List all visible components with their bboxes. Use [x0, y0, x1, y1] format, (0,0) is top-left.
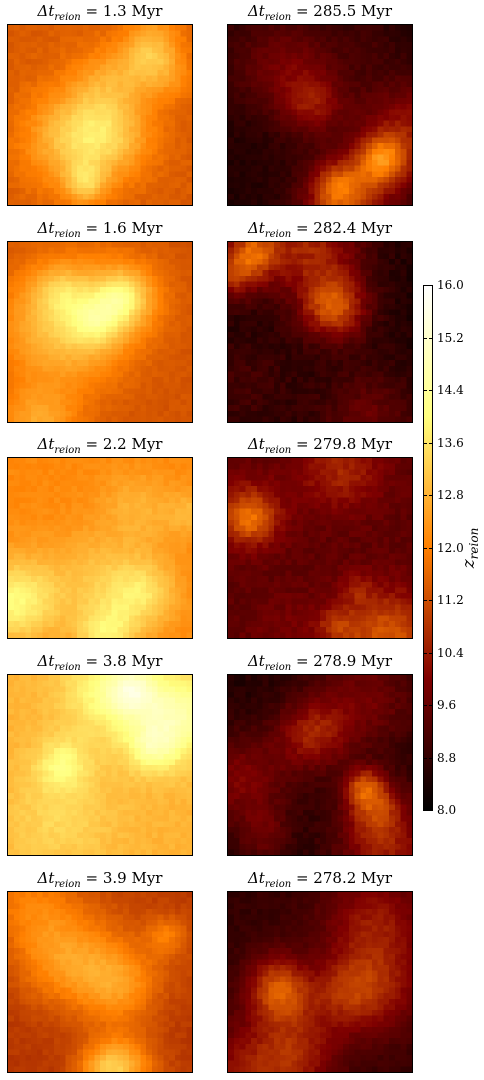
colorbar-tick-mark [429, 757, 433, 759]
colorbar-tick-label: 8.8 [437, 750, 457, 765]
heatmap [7, 457, 193, 639]
colorbar-tick-mark [423, 757, 427, 759]
colorbar-tick-mark [429, 442, 433, 444]
panel-title: Δtreion = 3.9 Myr [37, 869, 163, 890]
colorbar-tick-label: 16.0 [437, 278, 464, 292]
colorbar-tick-mark [429, 705, 433, 706]
colorbar-tick-mark [423, 705, 427, 706]
panel-title: Δtreion = 282.4 Myr [247, 219, 393, 240]
colorbar-tick-label: 9.6 [437, 698, 457, 712]
colorbar-tick-mark [429, 810, 433, 811]
panel-title: Δtreion = 1.3 Myr [37, 2, 163, 23]
colorbar-tick-mark [429, 600, 433, 601]
heatmap [227, 891, 413, 1073]
panel-title: Δtreion = 2.2 Myr [37, 435, 163, 456]
colorbar-tick-label: 13.6 [437, 435, 464, 450]
panel-title: Δtreion = 278.2 Myr [247, 869, 393, 890]
heatmap [7, 891, 193, 1073]
heatmap [7, 24, 193, 206]
panel-title: Δtreion = 279.8 Myr [247, 435, 393, 456]
colorbar-tick-label: 8.0 [437, 803, 457, 817]
heatmap [227, 24, 413, 206]
colorbar-tick-mark [429, 652, 433, 654]
colorbar-label: zreion [458, 527, 482, 569]
colorbar-tick-mark [429, 547, 433, 549]
heatmap [227, 457, 413, 639]
panel-title: Δtreion = 1.6 Myr [37, 219, 163, 240]
panel-title: Δtreion = 285.5 Myr [247, 2, 393, 23]
heatmap [227, 674, 413, 856]
colorbar-tick-mark [423, 390, 427, 391]
colorbar-tick-label: 10.4 [437, 645, 464, 660]
colorbar-tick-label: 15.2 [437, 330, 464, 345]
colorbar-tick-label: 12.8 [437, 488, 464, 502]
colorbar-tick-mark [423, 337, 427, 339]
colorbar-tick-mark [429, 285, 433, 286]
colorbar-tick-label: 12.0 [437, 540, 464, 555]
colorbar-tick-mark [423, 495, 427, 496]
colorbar-tick-mark [423, 810, 427, 811]
heatmap [7, 241, 193, 423]
colorbar-tick-mark [429, 337, 433, 339]
panel-title: Δtreion = 278.9 Myr [247, 652, 393, 673]
colorbar-tick-mark [423, 442, 427, 444]
heatmap [227, 241, 413, 423]
colorbar-tick-mark [423, 600, 427, 601]
colorbar-tick-mark [429, 390, 433, 391]
colorbar-tick-label: 14.4 [437, 383, 464, 397]
colorbar-tick-mark [423, 285, 427, 286]
colorbar-tick-label: 11.2 [437, 593, 464, 607]
heatmap [7, 674, 193, 856]
panel-title: Δtreion = 3.8 Myr [37, 652, 163, 673]
colorbar-tick-mark [429, 495, 433, 496]
colorbar-tick-mark [423, 547, 427, 549]
colorbar-tick-mark [423, 652, 427, 654]
